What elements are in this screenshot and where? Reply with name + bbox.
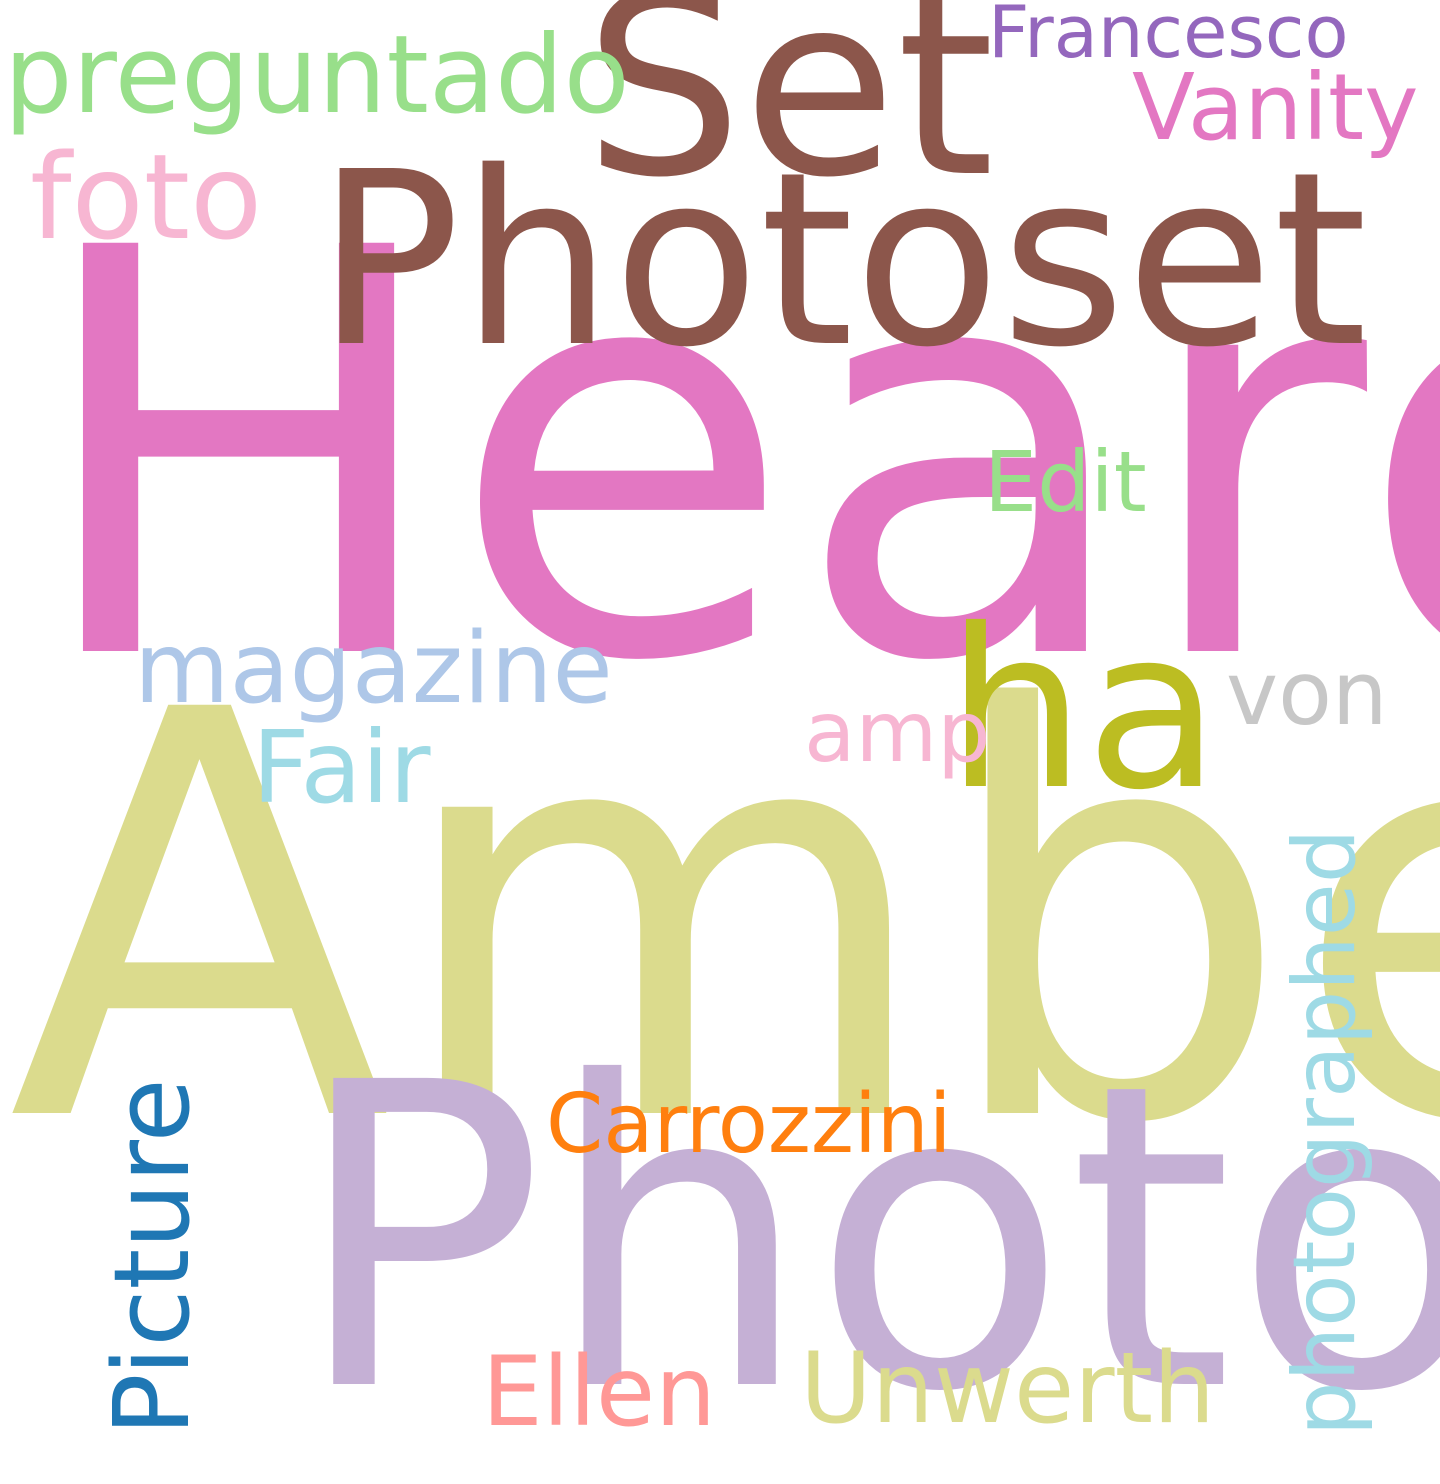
word-set: Set [584, 0, 995, 232]
word-ellen: Ellen [482, 1336, 716, 1448]
word-photographed: photographed [1275, 828, 1375, 1436]
word-photoset: Photoset [316, 120, 1368, 400]
word-cloud-canvas: { "words": { "heard": { "text": "Heard",… [4, 0, 1440, 1450]
word-amber: Amber [8, 594, 1440, 1246]
word-picture: Picture [91, 1078, 213, 1436]
word-preguntado: preguntado [4, 13, 630, 138]
word-photo: Photo [292, 995, 1440, 1484]
word-magazine: magazine [134, 612, 613, 726]
word-foto: foto [30, 128, 263, 266]
word-fair: Fair [252, 709, 431, 826]
word-francesco: Francesco [988, 0, 1349, 74]
word-edit: Edit [984, 433, 1147, 531]
word-von: von [1226, 642, 1388, 745]
word-heard: Heard [28, 132, 1440, 784]
word-ha: ha [946, 582, 1221, 838]
word-unwerth: Unwerth [800, 1332, 1216, 1446]
word-vanity: Vanity [1132, 54, 1419, 161]
word-amp: amp [804, 683, 991, 781]
word-carrozzini: Carrozzini [546, 1077, 952, 1172]
